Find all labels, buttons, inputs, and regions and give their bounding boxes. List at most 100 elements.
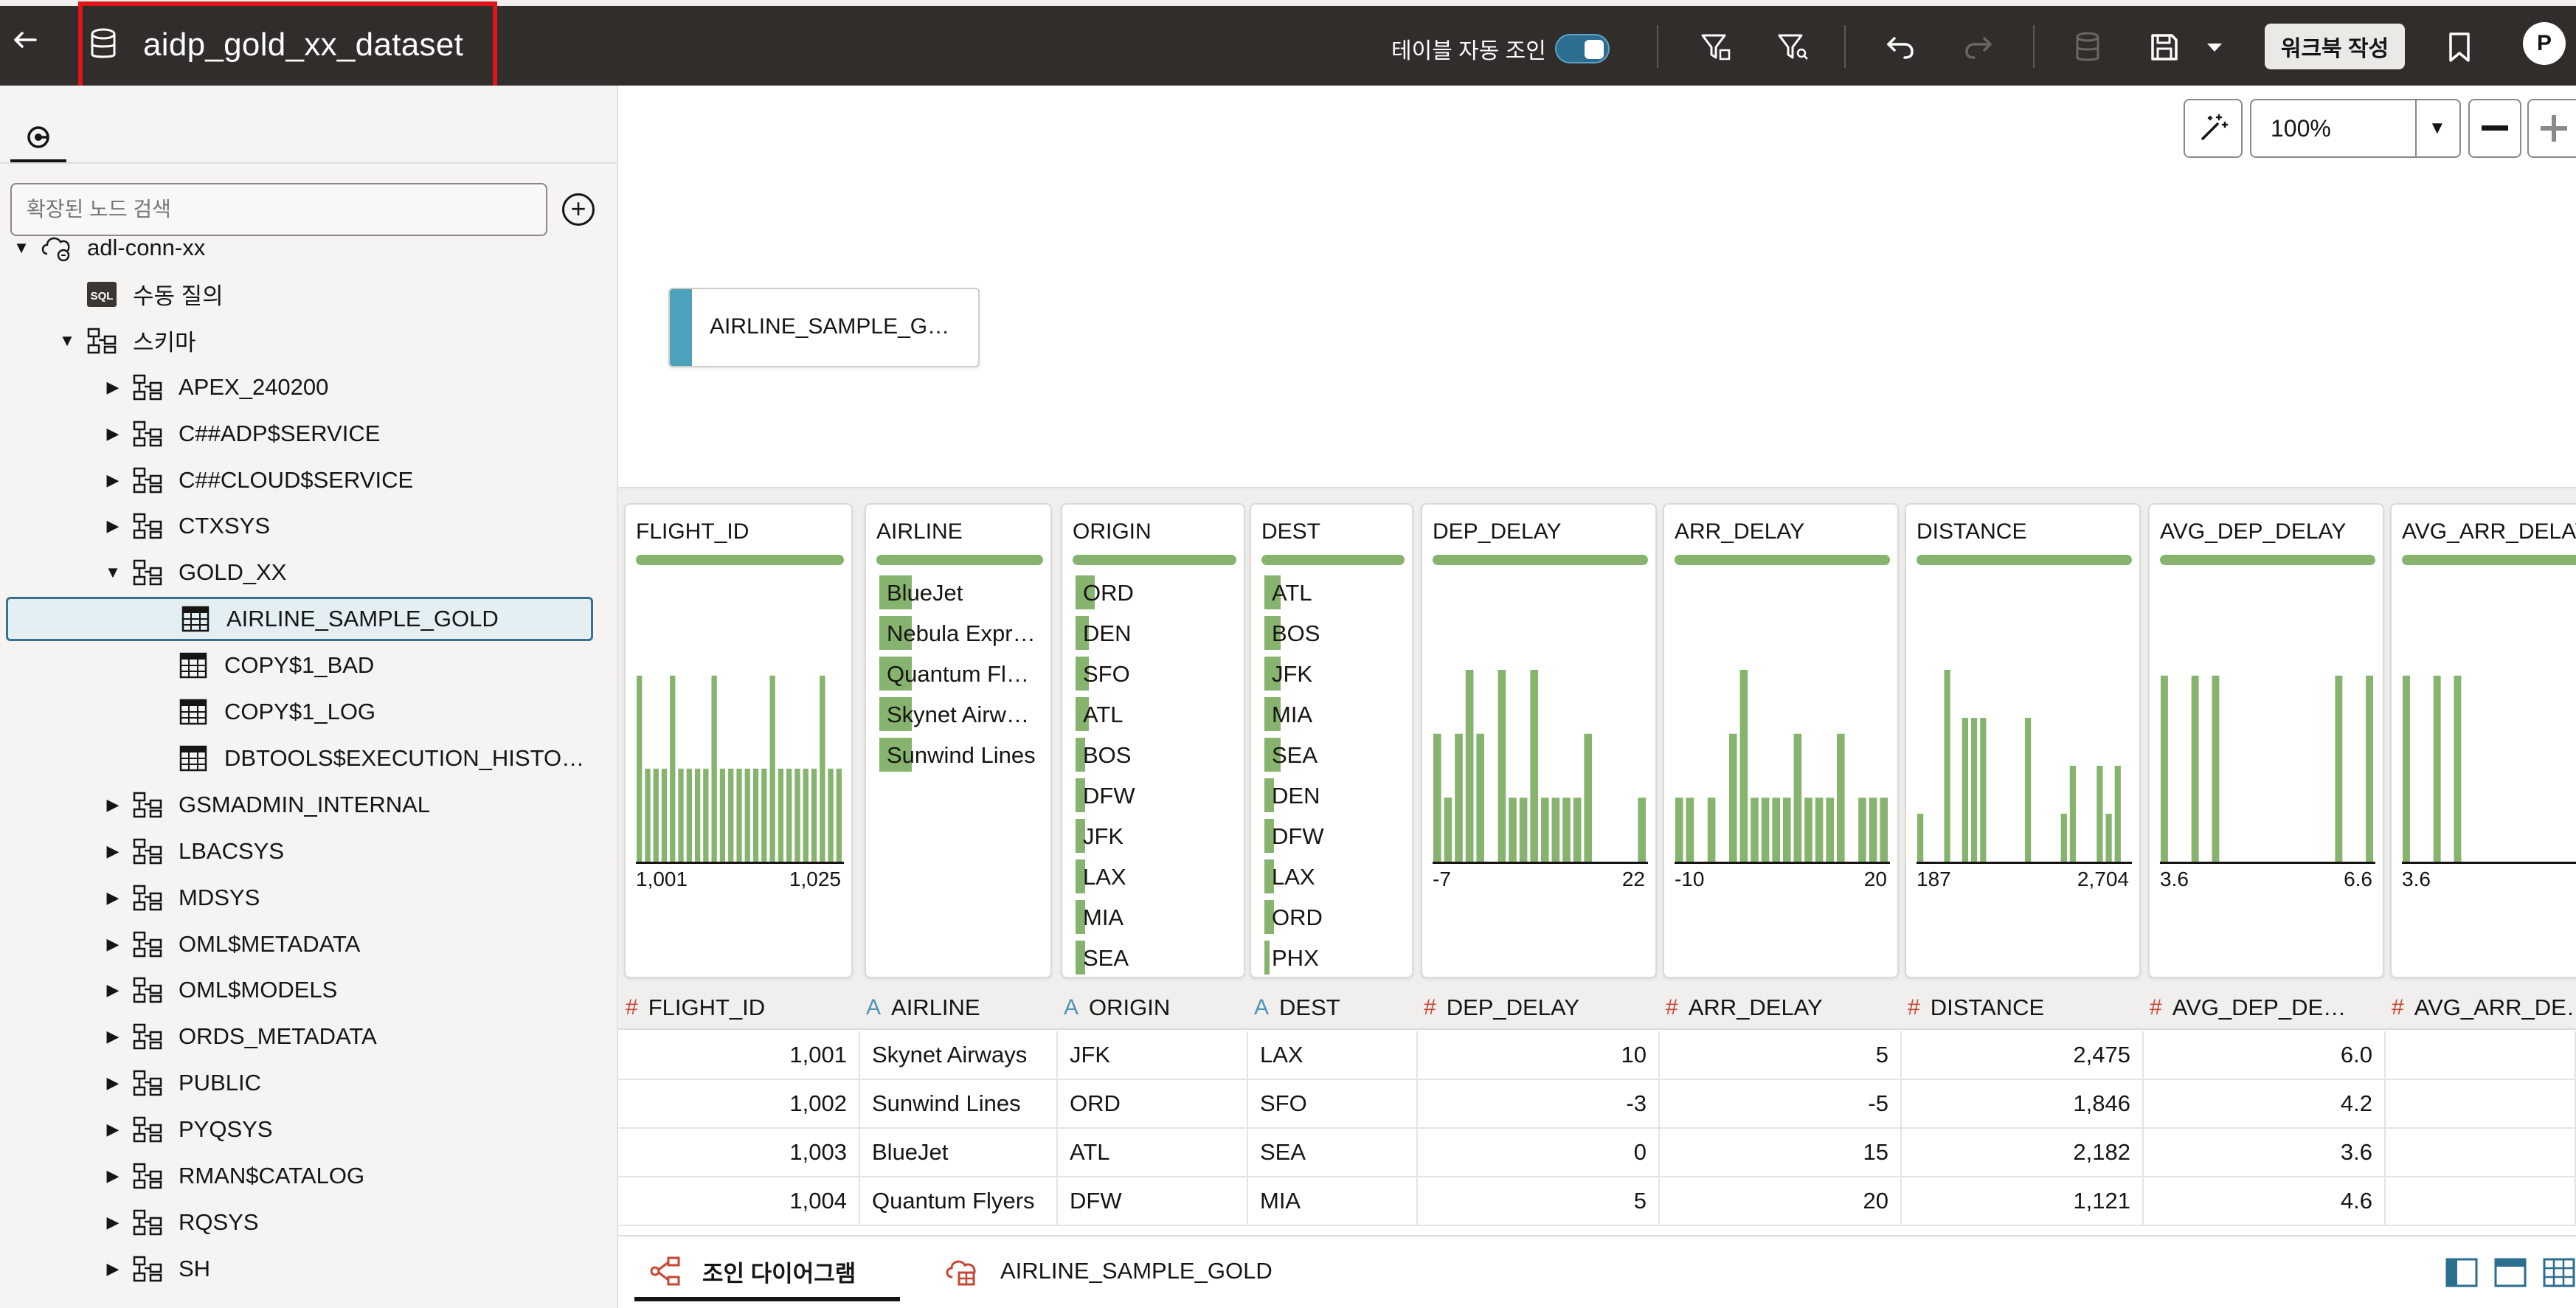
histogram-bar[interactable] — [778, 768, 784, 862]
histogram-bar[interactable] — [1751, 797, 1759, 862]
tree-node[interactable]: ▶ C##CLOUD$SERVICE — [102, 458, 413, 502]
histogram-bar[interactable] — [2069, 766, 2076, 862]
table-cell[interactable]: 4.6 — [2144, 1177, 2386, 1225]
split-view-left-icon[interactable] — [2443, 1254, 2480, 1291]
table-row[interactable]: 1,003 BlueJet ATL SEA 0 15 2,182 3.6 — [618, 1129, 2576, 1177]
histogram-bar[interactable] — [1980, 718, 1987, 862]
category-item[interactable]: SEA — [1264, 735, 1405, 775]
histogram-bar[interactable] — [752, 768, 759, 862]
table-row[interactable]: 1,001 Skynet Airways JFK LAX 10 5 2,475 6.0 — [618, 1031, 2576, 1080]
histogram-bar[interactable] — [1519, 797, 1528, 862]
table-cell[interactable]: LAX — [1248, 1031, 1418, 1079]
histogram-bar[interactable] — [736, 768, 742, 862]
table-cell[interactable] — [2386, 1177, 2576, 1225]
histogram-bar[interactable] — [1962, 718, 1968, 862]
histogram-bar[interactable] — [1944, 670, 1950, 862]
undo-icon[interactable] — [1880, 27, 1921, 68]
column-header[interactable]: # DEP_DELAY — [1424, 989, 1658, 1027]
grid-view-icon[interactable] — [2541, 1254, 2576, 1291]
histogram-bar[interactable] — [1541, 797, 1549, 862]
table-cell[interactable]: -3 — [1418, 1080, 1660, 1127]
category-item[interactable]: DFW — [1264, 816, 1405, 857]
caret-right-icon[interactable]: ▶ — [106, 516, 120, 536]
category-item[interactable]: JFK — [1076, 816, 1236, 857]
caret-right-icon[interactable]: ▶ — [106, 423, 120, 443]
table-cell[interactable]: 15 — [1660, 1129, 1902, 1176]
histogram-bar[interactable] — [703, 768, 709, 862]
histogram-bar[interactable] — [1551, 797, 1560, 862]
column-profile-card[interactable]: FLIGHT_ID 1,001 1,025 — [624, 503, 853, 978]
histogram-bar[interactable] — [1793, 733, 1802, 862]
table-cell[interactable]: 6.0 — [2144, 1031, 2386, 1079]
histogram-bar[interactable] — [836, 768, 842, 862]
column-profile-card[interactable]: DEST ATL BOS JFK MIA SEA DEN DFW LAX ORD PHX — [1250, 503, 1413, 978]
back-button[interactable] — [7, 22, 43, 58]
histogram-bar[interactable] — [1707, 797, 1716, 862]
zoom-in-button[interactable] — [2527, 99, 2576, 158]
histogram-bar[interactable] — [653, 768, 659, 862]
histogram-bar[interactable] — [2454, 675, 2462, 862]
histogram-bar[interactable] — [1530, 670, 1538, 862]
table-cell[interactable]: 5 — [1660, 1031, 1902, 1079]
histogram-bar[interactable] — [1804, 797, 1812, 862]
histogram-bar[interactable] — [2161, 675, 2168, 862]
create-workbook-button[interactable]: 워크북 작성 — [2265, 24, 2405, 69]
histogram-bar[interactable] — [1917, 814, 1924, 862]
category-item[interactable]: ATL — [1264, 572, 1405, 613]
category-item[interactable]: MIA — [1076, 897, 1236, 938]
histogram-bar[interactable] — [1465, 670, 1474, 862]
histogram-bar[interactable] — [828, 768, 834, 862]
category-item[interactable]: Nebula Expr… — [879, 613, 1043, 654]
histogram-bar[interactable] — [1573, 797, 1582, 862]
histogram-bar[interactable] — [728, 768, 734, 862]
caret-down-icon[interactable]: ▼ — [59, 331, 75, 350]
column-header[interactable]: # ARR_DELAY — [1666, 989, 1900, 1027]
category-item[interactable]: BlueJet — [879, 572, 1043, 613]
histogram-bar[interactable] — [1638, 797, 1646, 862]
table-cell[interactable]: DFW — [1058, 1177, 1248, 1225]
histogram-bar[interactable] — [2433, 675, 2441, 862]
data-stack-icon[interactable] — [2067, 27, 2108, 68]
column-profile-card[interactable]: ORIGIN ORD DEN SFO ATL BOS DFW JFK LAX MIA SEA — [1061, 503, 1245, 978]
column-profile-card[interactable]: DISTANCE 187 2,704 — [1905, 503, 2141, 978]
tree-node[interactable]: ▶ SH — [102, 1247, 210, 1291]
tab-data-sources[interactable] — [10, 112, 66, 162]
tree-node[interactable]: ▶ OML$METADATA — [102, 922, 360, 966]
histogram-bar[interactable] — [786, 768, 792, 862]
table-cell[interactable]: ORD — [1058, 1080, 1248, 1127]
histogram-bar[interactable] — [1815, 797, 1824, 862]
caret-right-icon[interactable]: ▶ — [106, 470, 120, 489]
histogram-bar[interactable] — [2403, 675, 2410, 862]
table-cell[interactable]: 1,001 — [620, 1031, 860, 1079]
column-header[interactable]: # DISTANCE — [1908, 989, 2142, 1027]
caret-right-icon[interactable]: ▶ — [106, 934, 120, 953]
table-cell[interactable]: 2,475 — [1902, 1031, 2144, 1079]
table-cell[interactable]: 1,846 — [1902, 1080, 2144, 1127]
caret-right-icon[interactable]: ▶ — [106, 1166, 120, 1185]
user-avatar[interactable]: P — [2523, 22, 2566, 65]
caret-right-icon[interactable]: ▶ — [106, 1212, 120, 1231]
tree-node[interactable]: ▶ RQSYS — [102, 1200, 259, 1245]
column-profile-card[interactable]: AVG_ARR_DELAY 3.6 — [2390, 503, 2576, 978]
category-item[interactable]: JFK — [1264, 654, 1405, 694]
filter-search-icon[interactable] — [1772, 27, 1813, 68]
tree-node[interactable]: ▶ MDSYS — [102, 876, 260, 920]
category-item[interactable]: SFO — [1076, 654, 1236, 694]
category-item[interactable]: Quantum Fl… — [879, 654, 1043, 694]
chevron-down-icon[interactable]: ▼ — [2428, 118, 2446, 138]
caret-right-icon[interactable]: ▶ — [106, 1073, 120, 1093]
histogram-bar[interactable] — [794, 768, 800, 862]
table-cell[interactable]: JFK — [1058, 1031, 1248, 1079]
histogram-bar[interactable] — [820, 675, 825, 862]
category-item[interactable]: ATL — [1076, 694, 1236, 735]
category-item[interactable]: DEN — [1076, 613, 1236, 654]
histogram-bar[interactable] — [1498, 670, 1506, 862]
histogram-bar[interactable] — [2366, 675, 2373, 862]
category-item[interactable]: DFW — [1076, 775, 1236, 816]
tree-node[interactable]: ▶ C##ADP$SERVICE — [102, 412, 380, 456]
histogram-bar[interactable] — [1686, 797, 1694, 862]
histogram-bar[interactable] — [744, 768, 750, 862]
tree-node[interactable]: ▶ ORDS_METADATA — [102, 1014, 377, 1059]
caret-right-icon[interactable]: ▶ — [106, 1120, 120, 1139]
table-cell[interactable]: 0 — [1418, 1129, 1660, 1176]
